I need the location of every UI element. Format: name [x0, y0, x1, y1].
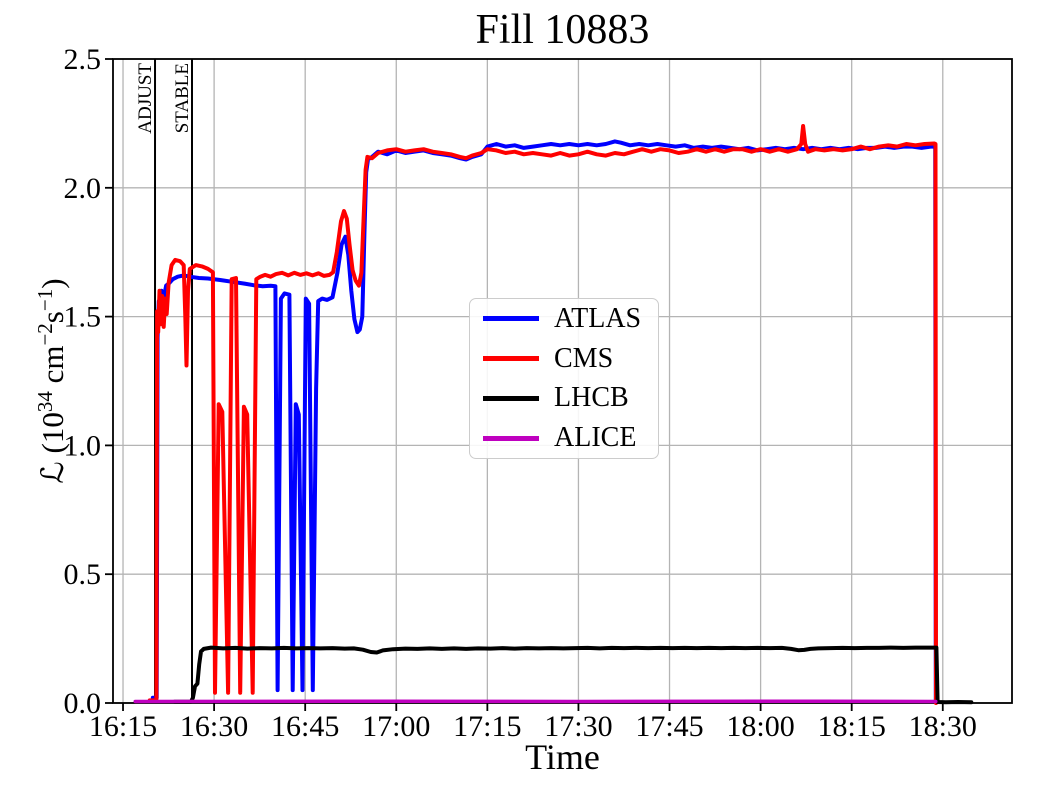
x-tick-label: 17:00: [362, 710, 430, 743]
legend-label: CMS: [554, 342, 614, 374]
legend-swatch-atlas: [483, 316, 539, 322]
chart-title: Fill 10883: [475, 7, 650, 53]
legend-swatch-lhcb: [483, 395, 539, 401]
y-tick-label: 1.0: [64, 429, 102, 462]
y-tick-label: 2.5: [64, 43, 102, 76]
x-tick-label: 18:15: [818, 710, 886, 743]
y-tick-label: 0.0: [64, 687, 102, 720]
legend-label: LHCB: [554, 382, 629, 414]
legend-swatch-alice: [483, 435, 539, 441]
mode-label-stable: STABLE: [172, 63, 193, 133]
legend-item-cms: CMS: [470, 339, 658, 379]
y-tick-label: 0.5: [64, 558, 102, 591]
series-line-cms: [147, 124, 938, 705]
x-tick-label: 17:30: [544, 710, 612, 743]
x-tick-label: 17:45: [635, 710, 703, 743]
x-tick-label: 16:15: [89, 710, 157, 743]
x-tick-label: 18:00: [726, 710, 794, 743]
series-line-lhcb: [172, 645, 974, 705]
x-tick-label: 17:15: [453, 710, 521, 743]
x-tick-label: 16:45: [271, 710, 339, 743]
legend-label: ALICE: [554, 422, 637, 454]
y-axis-label: ℒ (1034 cm−2s−1): [32, 278, 71, 484]
legend: ATLAS CMS LHCB ALICE: [469, 298, 659, 459]
mode-label-adjust: ADJUST: [135, 63, 156, 134]
legend-item-lhcb: LHCB: [470, 379, 658, 419]
legend-item-atlas: ATLAS: [470, 299, 658, 339]
x-tick-label: 18:30: [909, 710, 977, 743]
legend-item-alice: ALICE: [470, 418, 658, 458]
legend-swatch-cms: [483, 356, 539, 362]
y-tick-label: 1.5: [64, 301, 102, 334]
legend-label: ATLAS: [554, 302, 642, 334]
y-tick-label: 2.0: [64, 172, 102, 205]
x-axis-label: Time: [525, 737, 600, 777]
x-tick-label: 16:30: [180, 710, 248, 743]
